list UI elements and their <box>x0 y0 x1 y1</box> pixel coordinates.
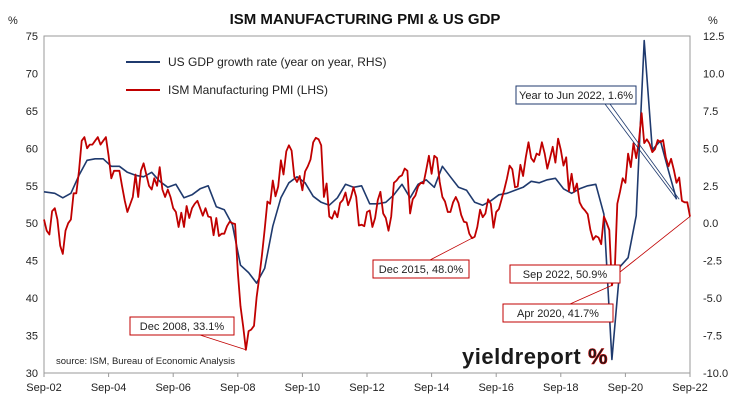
yieldreport-logo: yieldreport % <box>462 344 608 370</box>
right-tick-label: -2.5 <box>703 256 722 268</box>
annotation-leader <box>429 237 473 261</box>
annotation-leader <box>619 216 691 273</box>
left-tick-label: 60 <box>26 143 38 155</box>
annotation-label: Dec 2008, 33.1% <box>140 321 225 333</box>
x-tick-label: Sep-14 <box>414 382 449 394</box>
right-tick-label: -10.0 <box>703 368 728 380</box>
x-tick-label: Sep-10 <box>285 382 320 394</box>
right-tick-label: 10.0 <box>703 68 724 80</box>
left-tick-label: 40 <box>26 293 38 305</box>
series-line-gdp <box>43 39 678 361</box>
x-tick-label: Sep-20 <box>608 382 643 394</box>
legend-label-gdp: US GDP growth rate (year on year, RHS) <box>168 55 387 69</box>
annotation-box <box>372 259 470 279</box>
annotation-leaders <box>199 103 691 351</box>
left-tick-label: 45 <box>26 256 38 268</box>
annotation-leader <box>604 103 677 200</box>
annotation-box <box>129 316 235 336</box>
annotation-box <box>502 303 614 323</box>
x-tick-label: Sep-22 <box>672 382 707 394</box>
x-tick-label: Sep-02 <box>26 382 61 394</box>
left-tick-label: 65 <box>26 106 38 118</box>
legend: US GDP growth rate (year on year, RHS) I… <box>126 55 387 97</box>
right-tick-label: 5.0 <box>703 143 718 155</box>
right-tick-label: -7.5 <box>703 331 722 343</box>
annotation-box <box>509 264 621 284</box>
legend-label-pmi: ISM Manufacturing PMI (LHS) <box>168 83 328 97</box>
annotations: Year to Jun 2022, 1.6% Dec 2015, 48.0% Sep… <box>129 85 637 336</box>
annotation-label: Sep 2022, 50.9% <box>523 269 608 281</box>
right-axis: -10.0 -7.5 -5.0 -2.5 0.0 2.5 5.0 7.5 10.0 12.5 <box>703 31 728 380</box>
x-tick-label: Sep-18 <box>543 382 578 394</box>
annotation-label: Year to Jun 2022, 1.6% <box>519 90 633 102</box>
left-tick-label: 30 <box>26 368 38 380</box>
annotation-leader <box>199 334 246 351</box>
logo-percent-symbol: % <box>588 344 608 369</box>
source-note: source: ISM, Bureau of Economic Analysis <box>56 356 235 367</box>
left-tick-label: 50 <box>26 218 38 230</box>
left-tick-label: 55 <box>26 181 38 193</box>
series-layer <box>43 39 691 361</box>
left-tick-label: 70 <box>26 68 38 80</box>
right-axis-unit: % <box>708 15 718 27</box>
x-tick-label: Sep-16 <box>478 382 513 394</box>
x-tick-label: Sep-06 <box>155 382 190 394</box>
annotation-box <box>515 85 637 105</box>
annotation-leader <box>609 103 680 200</box>
x-axis: Sep-02 Sep-04 Sep-06 Sep-08 Sep-10 Sep-12 Sep-… <box>26 373 708 394</box>
chart-title: ISM MANUFACTURING PMI & US GDP <box>230 11 501 28</box>
x-tick-label: Sep-08 <box>220 382 255 394</box>
annotation-leader <box>569 285 613 305</box>
left-tick-label: 75 <box>26 31 38 43</box>
x-tick-label: Sep-12 <box>349 382 384 394</box>
annotation-label: Dec 2015, 48.0% <box>379 264 464 276</box>
right-tick-label: 0.0 <box>703 218 718 230</box>
right-tick-label: 12.5 <box>703 31 724 43</box>
left-axis-unit: % <box>8 15 18 27</box>
left-axis: 30 35 40 45 50 55 60 65 70 75 <box>26 31 38 380</box>
right-tick-label: 2.5 <box>703 181 718 193</box>
right-tick-label: -5.0 <box>703 293 722 305</box>
series-line-pmi <box>43 112 691 351</box>
annotation-label: Apr 2020, 41.7% <box>517 308 599 320</box>
right-tick-label: 7.5 <box>703 106 718 118</box>
left-tick-label: 35 <box>26 331 38 343</box>
x-tick-label: Sep-04 <box>91 382 126 394</box>
logo-wordmark: yieldreport <box>462 344 581 369</box>
